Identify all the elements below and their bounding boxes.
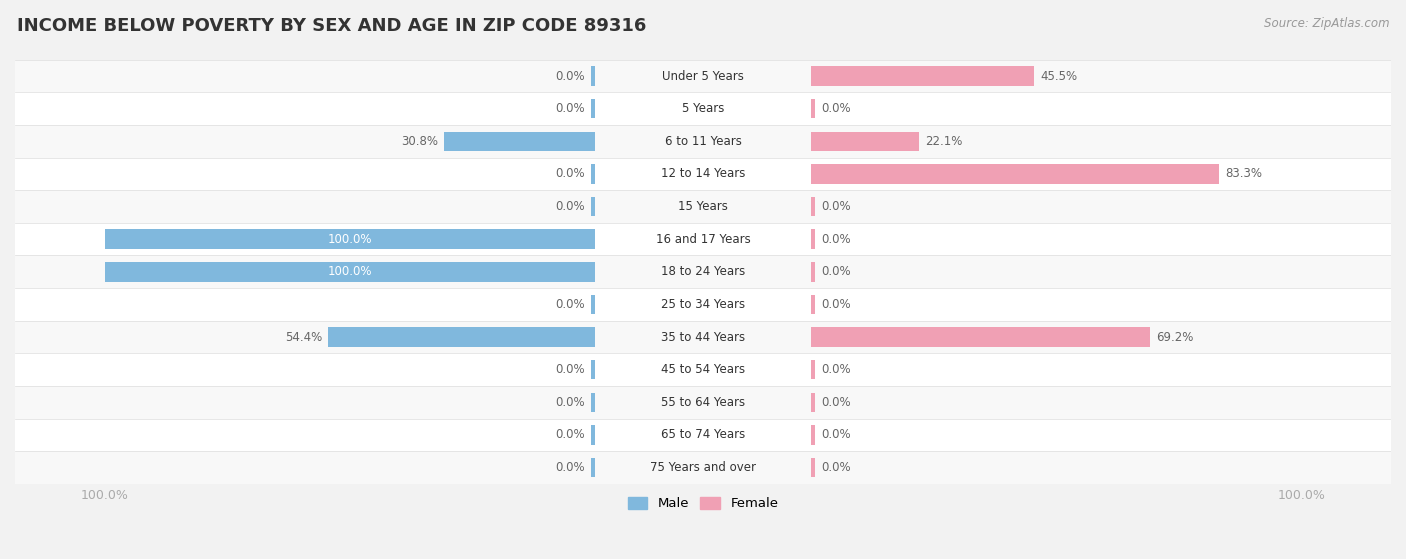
Text: 35 to 44 Years: 35 to 44 Years <box>661 330 745 344</box>
Bar <box>811 262 815 282</box>
Text: 0.0%: 0.0% <box>555 102 585 115</box>
Text: 0.0%: 0.0% <box>555 428 585 442</box>
Bar <box>104 262 595 282</box>
Text: 0.0%: 0.0% <box>821 102 851 115</box>
Bar <box>591 164 595 184</box>
Text: 0.0%: 0.0% <box>555 168 585 181</box>
Bar <box>15 386 1391 419</box>
Text: 0.0%: 0.0% <box>821 461 851 474</box>
Text: 55 to 64 Years: 55 to 64 Years <box>661 396 745 409</box>
Text: 30.8%: 30.8% <box>401 135 439 148</box>
Text: 16 and 17 Years: 16 and 17 Years <box>655 233 751 246</box>
Text: 0.0%: 0.0% <box>821 233 851 246</box>
Bar <box>811 67 1033 86</box>
Text: 69.2%: 69.2% <box>1156 330 1194 344</box>
Bar <box>15 321 1391 353</box>
Bar <box>811 229 815 249</box>
Text: 5 Years: 5 Years <box>682 102 724 115</box>
Bar <box>811 425 815 445</box>
Text: 65 to 74 Years: 65 to 74 Years <box>661 428 745 442</box>
Text: 22.1%: 22.1% <box>925 135 963 148</box>
Bar <box>15 255 1391 288</box>
Bar <box>591 458 595 477</box>
Bar <box>15 419 1391 451</box>
Bar <box>811 197 815 216</box>
Text: 0.0%: 0.0% <box>821 428 851 442</box>
Bar <box>811 327 1150 347</box>
Text: 100.0%: 100.0% <box>328 266 373 278</box>
Text: 0.0%: 0.0% <box>821 266 851 278</box>
Text: 25 to 34 Years: 25 to 34 Years <box>661 298 745 311</box>
Bar <box>811 458 815 477</box>
Text: 100.0%: 100.0% <box>328 233 373 246</box>
Legend: Male, Female: Male, Female <box>623 491 783 515</box>
Text: 0.0%: 0.0% <box>555 69 585 83</box>
Bar <box>15 92 1391 125</box>
Text: 83.3%: 83.3% <box>1225 168 1263 181</box>
Bar <box>444 131 595 151</box>
Text: 0.0%: 0.0% <box>555 200 585 213</box>
Bar <box>811 295 815 314</box>
Bar <box>591 67 595 86</box>
Bar <box>591 99 595 119</box>
Text: 18 to 24 Years: 18 to 24 Years <box>661 266 745 278</box>
Text: Under 5 Years: Under 5 Years <box>662 69 744 83</box>
Text: Source: ZipAtlas.com: Source: ZipAtlas.com <box>1264 17 1389 30</box>
Text: 0.0%: 0.0% <box>555 298 585 311</box>
Text: 54.4%: 54.4% <box>285 330 322 344</box>
Text: 45.5%: 45.5% <box>1040 69 1077 83</box>
Bar <box>15 451 1391 484</box>
Text: 12 to 14 Years: 12 to 14 Years <box>661 168 745 181</box>
Text: 0.0%: 0.0% <box>821 396 851 409</box>
Bar <box>15 223 1391 255</box>
Text: 45 to 54 Years: 45 to 54 Years <box>661 363 745 376</box>
Text: 6 to 11 Years: 6 to 11 Years <box>665 135 741 148</box>
Bar <box>591 425 595 445</box>
Bar <box>591 360 595 380</box>
Text: 0.0%: 0.0% <box>555 461 585 474</box>
Bar <box>15 190 1391 223</box>
Bar <box>15 288 1391 321</box>
Text: 0.0%: 0.0% <box>555 396 585 409</box>
Bar <box>811 392 815 412</box>
Bar <box>811 164 1219 184</box>
Bar <box>329 327 595 347</box>
Text: 15 Years: 15 Years <box>678 200 728 213</box>
Text: 75 Years and over: 75 Years and over <box>650 461 756 474</box>
Text: 0.0%: 0.0% <box>555 363 585 376</box>
Text: 0.0%: 0.0% <box>821 298 851 311</box>
Bar <box>15 158 1391 190</box>
Text: INCOME BELOW POVERTY BY SEX AND AGE IN ZIP CODE 89316: INCOME BELOW POVERTY BY SEX AND AGE IN Z… <box>17 17 647 35</box>
Text: 0.0%: 0.0% <box>821 363 851 376</box>
Bar <box>591 392 595 412</box>
Bar <box>15 353 1391 386</box>
Bar <box>15 125 1391 158</box>
Text: 0.0%: 0.0% <box>821 200 851 213</box>
Bar <box>811 360 815 380</box>
Bar <box>811 99 815 119</box>
Bar <box>591 295 595 314</box>
Bar <box>15 60 1391 92</box>
Bar <box>591 197 595 216</box>
Bar <box>811 131 920 151</box>
Bar <box>104 229 595 249</box>
